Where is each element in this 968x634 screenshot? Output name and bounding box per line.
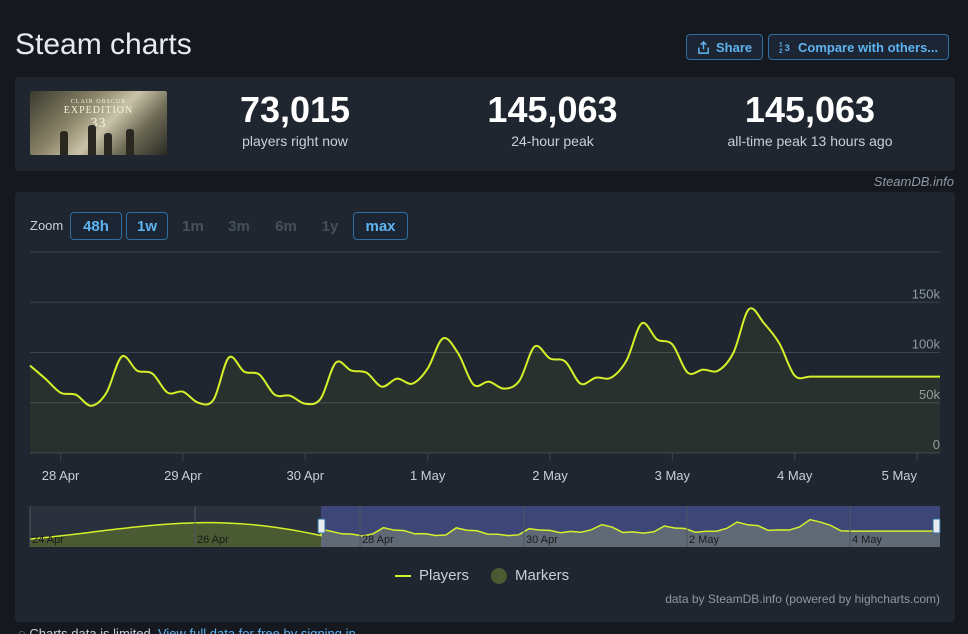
x-tick-label: 29 Apr — [164, 468, 202, 483]
svg-text:2: 2 — [779, 48, 783, 54]
y-tick-label: 50k — [919, 387, 940, 402]
stats-panel: CLAIR OBSCUR EXPEDITION 33 73,015 player… — [15, 77, 955, 171]
navigator-selection — [321, 506, 940, 547]
navigator-tick-label: 26 Apr — [197, 534, 229, 546]
game-thumbnail[interactable]: CLAIR OBSCUR EXPEDITION 33 — [30, 91, 167, 155]
x-tick-label: 3 May — [655, 468, 691, 483]
legend-players[interactable]: Players — [395, 567, 469, 584]
stat-alltime-peak: 145,063 all-time peak 13 hours ago — [710, 91, 910, 149]
highcharts-credit[interactable]: data by SteamDB.info (powered by highcha… — [665, 592, 940, 606]
navigator-tick-label: 4 May — [852, 534, 882, 546]
navigator-tick-label: 30 Apr — [526, 534, 558, 546]
zoom-1w-button[interactable]: 1w — [126, 212, 168, 240]
navigator-handle[interactable] — [317, 518, 326, 534]
thumbnail-figure — [88, 125, 96, 155]
navigator-tick-label: 24 Apr — [32, 534, 64, 546]
x-tick-label: 28 Apr — [42, 468, 80, 483]
stat-value: 145,063 — [744, 89, 876, 130]
thumbnail-figure — [126, 129, 134, 155]
stat-label: players right now — [242, 132, 348, 149]
zoom-48h-button[interactable]: 48h — [70, 212, 122, 240]
legend-label: Markers — [515, 567, 570, 584]
zoom-6m-button: 6m — [275, 217, 297, 235]
x-tick-label: 2 May — [532, 468, 568, 483]
legend-dot-icon — [491, 567, 507, 584]
y-tick-label: 100k — [912, 337, 941, 352]
navigator-handle[interactable] — [932, 518, 941, 534]
legend-markers[interactable]: Markers — [491, 567, 569, 584]
zoom-1y-button: 1y — [321, 217, 339, 235]
zoom-label: Zoom — [30, 218, 64, 233]
navigator-history-area — [30, 522, 321, 547]
compare-label: Compare with others... — [798, 39, 939, 55]
footer-notice: ◌ Charts data is limited. View full data… — [18, 626, 356, 634]
x-tick-label: 5 May — [882, 468, 918, 483]
y-tick-label: 150k — [912, 286, 941, 301]
info-icon: ◌ — [18, 626, 26, 634]
thumbnail-figure — [104, 133, 112, 155]
x-tick-label: 4 May — [777, 468, 813, 483]
navigator-line — [29, 518, 940, 540]
players-area — [30, 308, 940, 453]
zoom-3m-button: 3m — [228, 217, 250, 235]
sign-in-link[interactable]: View full data for free by signing in — [157, 626, 356, 634]
legend-line-icon — [395, 574, 411, 577]
share-label: Share — [716, 39, 753, 55]
chart-panel: Zoom 48h 1w 1m 3m 6m 1y max 0 50k 100k 150k… — [15, 192, 955, 622]
players-line — [29, 307, 940, 407]
zoom-max-button[interactable]: max — [353, 212, 408, 240]
x-tick-label: 1 May — [410, 468, 446, 483]
stat-current-players: 73,015 players right now — [220, 91, 370, 149]
y-tick-label: 0 — [933, 437, 940, 452]
share-button[interactable]: Share — [686, 34, 764, 60]
navigator-tick-label: 28 Apr — [362, 534, 394, 546]
zoom-1m-button: 1m — [182, 217, 204, 235]
steamdb-credit[interactable]: SteamDB.info — [873, 174, 954, 189]
x-tick-label: 30 Apr — [286, 468, 324, 483]
page-title: Steam charts — [15, 28, 192, 61]
compare-icon: 12 3 — [779, 41, 790, 54]
legend-label: Players — [419, 567, 470, 584]
svg-text:1: 1 — [779, 41, 783, 48]
svg-text:3: 3 — [785, 43, 790, 53]
stat-label: all-time peak 13 hours ago — [727, 132, 893, 149]
thumbnail-figure — [60, 131, 68, 155]
game-logo-text: CLAIR OBSCUR EXPEDITION 33 — [63, 99, 134, 131]
stat-value: 73,015 — [239, 89, 351, 130]
stat-24h-peak: 145,063 24-hour peak — [465, 91, 640, 149]
share-icon — [698, 40, 709, 54]
player-chart[interactable]: 0 50k 100k 150k 28 Apr 29 Apr 30 Apr 1 May 2 May… — [15, 192, 955, 562]
navigator-tick-label: 2 May — [689, 534, 719, 546]
footer-text: Charts data is limited. — [29, 626, 155, 634]
stat-value: 145,063 — [487, 89, 618, 130]
stat-label: 24-hour peak — [511, 132, 594, 149]
